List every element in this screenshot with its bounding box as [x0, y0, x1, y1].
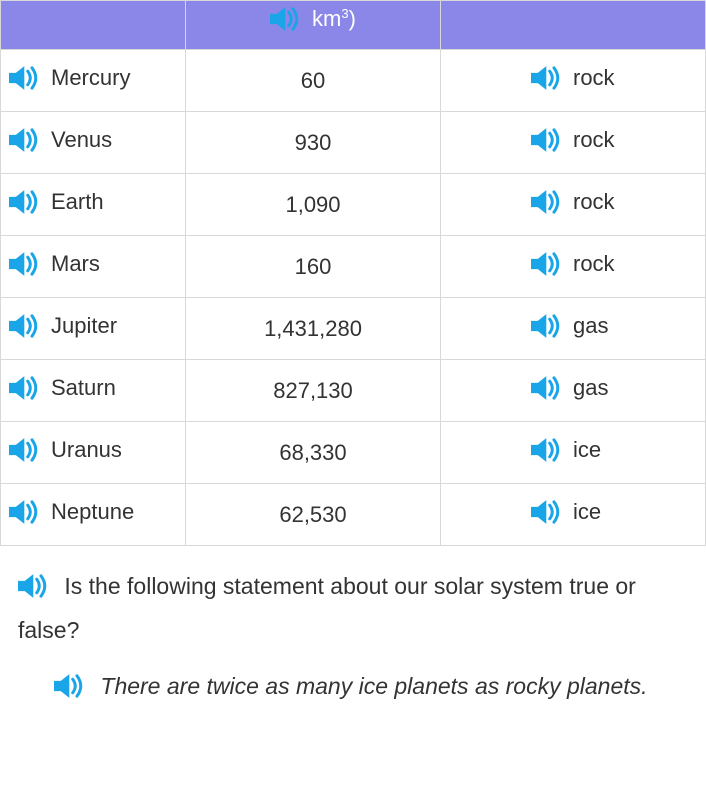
table-row: Saturn 827,130 gas [1, 360, 706, 422]
cell-planet: Mercury [1, 50, 186, 112]
planet-composition: rock [573, 251, 615, 277]
speaker-icon[interactable] [9, 250, 43, 278]
cell-volume: 827,130 [186, 360, 441, 422]
table-row: Earth 1,090 rock [1, 174, 706, 236]
header-composition [441, 1, 706, 50]
unit-km: km [312, 6, 341, 31]
cell-volume: 1,090 [186, 174, 441, 236]
cell-volume: 160 [186, 236, 441, 298]
planet-name: Venus [51, 127, 112, 153]
planet-name: Mars [51, 251, 100, 277]
speaker-icon[interactable] [531, 64, 565, 92]
question-block: Is the following statement about our sol… [0, 546, 706, 712]
table-row: Venus 930 rock [1, 112, 706, 174]
cell-volume: 62,530 [186, 484, 441, 546]
cell-composition: rock [441, 112, 706, 174]
table-row: Uranus 68,330 ice [1, 422, 706, 484]
speaker-icon[interactable] [531, 250, 565, 278]
cell-planet: Saturn [1, 360, 186, 422]
planet-name: Saturn [51, 375, 116, 401]
unit-paren: ) [349, 6, 356, 31]
cell-composition: rock [441, 174, 706, 236]
speaker-icon[interactable] [9, 64, 43, 92]
planet-composition: rock [573, 189, 615, 215]
planet-volume: 62,530 [279, 502, 346, 527]
question-text: Is the following statement about our sol… [18, 573, 636, 643]
speaker-icon[interactable] [9, 374, 43, 402]
speaker-icon[interactable] [9, 188, 43, 216]
table-row: Mars 160 rock [1, 236, 706, 298]
header-volume: km3) [186, 1, 441, 50]
planet-name: Neptune [51, 499, 134, 525]
planet-name: Mercury [51, 65, 130, 91]
cell-composition: gas [441, 360, 706, 422]
speaker-icon[interactable] [9, 498, 43, 526]
cell-composition: ice [441, 422, 706, 484]
cell-composition: rock [441, 50, 706, 112]
table-row: Neptune 62,530 ice [1, 484, 706, 546]
planet-composition: gas [573, 313, 608, 339]
cell-planet: Earth [1, 174, 186, 236]
cell-planet: Jupiter [1, 298, 186, 360]
planet-name: Earth [51, 189, 104, 215]
speaker-icon[interactable] [270, 5, 304, 33]
table-row: Mercury 60 rock [1, 50, 706, 112]
planet-volume: 68,330 [279, 440, 346, 465]
cell-volume: 60 [186, 50, 441, 112]
header-planet [1, 1, 186, 50]
cell-planet: Venus [1, 112, 186, 174]
speaker-icon[interactable] [531, 498, 565, 526]
planet-volume: 1,431,280 [264, 316, 362, 341]
cell-volume: 1,431,280 [186, 298, 441, 360]
cell-planet: Uranus [1, 422, 186, 484]
table-row: Jupiter 1,431,280 gas [1, 298, 706, 360]
planet-volume: 930 [295, 130, 332, 155]
speaker-icon[interactable] [531, 126, 565, 154]
cell-composition: ice [441, 484, 706, 546]
planet-composition: rock [573, 127, 615, 153]
speaker-icon[interactable] [9, 436, 43, 464]
planet-composition: ice [573, 499, 601, 525]
speaker-icon[interactable] [9, 126, 43, 154]
unit-exp: 3 [341, 6, 348, 21]
speaker-icon[interactable] [531, 188, 565, 216]
cell-volume: 930 [186, 112, 441, 174]
cell-planet: Mars [1, 236, 186, 298]
planet-name: Uranus [51, 437, 122, 463]
cell-volume: 68,330 [186, 422, 441, 484]
planet-volume: 1,090 [285, 192, 340, 217]
cell-planet: Neptune [1, 484, 186, 546]
question-statement: There are twice as many ice planets as r… [100, 673, 647, 699]
speaker-icon[interactable] [531, 374, 565, 402]
cell-composition: gas [441, 298, 706, 360]
planet-volume: 60 [301, 68, 325, 93]
speaker-icon[interactable] [531, 436, 565, 464]
planet-name: Jupiter [51, 313, 117, 339]
speaker-icon[interactable] [18, 572, 52, 600]
planet-volume: 827,130 [273, 378, 353, 403]
planets-table: km3) Mercury 60 rock Venus 930 rock Earth 1,090… [0, 0, 706, 546]
planet-composition: gas [573, 375, 608, 401]
speaker-icon[interactable] [9, 312, 43, 340]
planet-composition: ice [573, 437, 601, 463]
speaker-icon[interactable] [531, 312, 565, 340]
planet-volume: 160 [295, 254, 332, 279]
planet-composition: rock [573, 65, 615, 91]
speaker-icon[interactable] [54, 672, 88, 700]
cell-composition: rock [441, 236, 706, 298]
